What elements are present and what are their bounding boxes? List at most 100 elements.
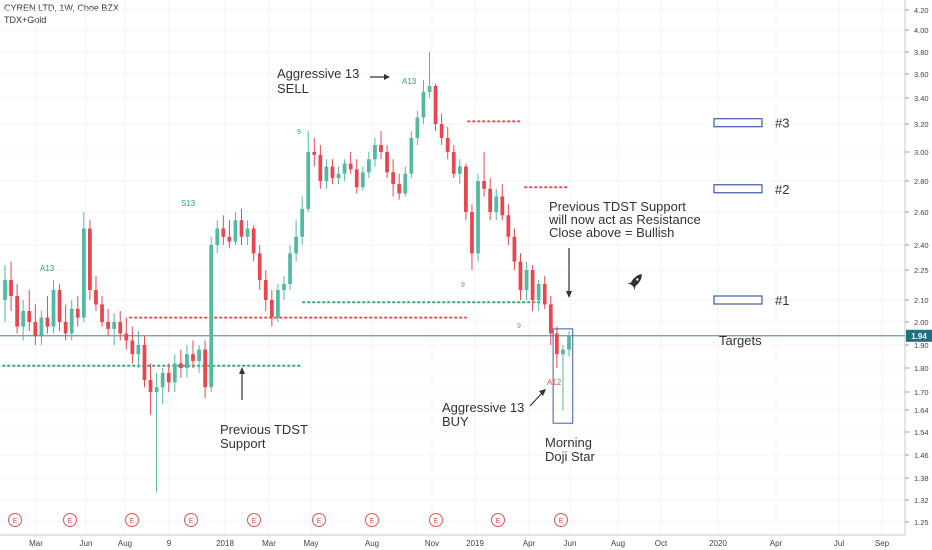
candle-body [112,322,117,329]
y-tick-label: 4.20 [914,6,929,15]
candle-body [397,184,402,194]
candle-body [276,290,280,318]
buy-annotation-line2: BUY [442,414,469,429]
y-tick-label: 1.80 [914,364,929,373]
y-tick-label: 3.40 [914,94,929,103]
candle-body [27,311,32,322]
earnings-icon [429,513,443,527]
y-tick-label: 1.38 [914,474,929,483]
candle-body [415,117,420,138]
x-tick-label: Mar [262,539,276,548]
y-tick-label: 2.60 [914,208,929,217]
earnings-glyph: E [130,518,135,525]
candle-body [427,86,432,92]
resistance-note-line3: Close above = Bullish [549,225,674,240]
candle-body [288,253,292,284]
candle-body [360,172,365,188]
marker-a13-top: A13 [402,77,417,86]
candle-body [366,159,371,173]
candle-body [488,188,493,212]
chart-title: CYREN LTD, 1W, Cboe BZX [4,3,119,13]
candle-body [51,290,56,327]
y-tick-label: 1.32 [914,496,929,505]
candle-body [118,322,123,334]
x-tick-label: Aug [118,539,132,548]
candle-body [536,284,541,300]
x-tick-label: May [303,539,318,548]
candle-body [160,372,165,388]
candle-body [548,304,553,334]
y-tick-label: 1.25 [914,518,929,527]
previous-support-annotation: Previous TDST Support [220,367,308,451]
earnings-glyph: E [559,518,564,525]
candles [3,52,571,493]
earnings-icon [247,513,261,527]
x-tick-label: 2018 [216,539,234,548]
y-tick-label: 1.46 [914,451,929,460]
candle-body [197,349,201,362]
y-tick-label: 1.90 [914,341,929,350]
target-box [713,184,763,194]
earnings-icon [8,513,22,527]
candle-body [45,317,50,327]
candle-body [3,280,7,300]
count-9-a: 9 [297,129,301,136]
candle-body [178,363,183,368]
candle-body [215,228,220,245]
earnings-icon [63,513,77,527]
x-tick-label: 2020 [709,539,727,548]
candle-body [63,322,68,334]
target-label: #3 [775,116,789,131]
candle-body [348,163,353,170]
candle-body [124,333,129,341]
earnings-glyph: E [189,518,194,525]
x-tick-label: Jun [564,539,577,548]
candle-body [561,349,565,355]
target-label: #1 [775,293,789,308]
candle-body [257,253,262,280]
prev-support-line2: Support [220,436,266,451]
y-tick-label: 2.80 [914,177,929,186]
indicator-name: TDX+Gold [4,15,47,25]
candle-body [554,333,559,355]
candle-body [166,372,171,383]
sell-annotation-line1: Aggressive 13 [277,66,359,81]
candle-body [373,145,377,160]
x-tick-label: Jul [834,539,844,548]
candle-body [494,196,499,212]
doji-line1: Morning [545,435,592,450]
rocket-icon [627,274,642,291]
candle-body [451,152,456,174]
x-axis: Mar Jun Aug 9 2018 Mar May Aug Nov 2019 Apr Jun Aug O… [29,539,890,548]
candle-body [506,215,511,237]
y-tick-label: 2.40 [914,241,929,250]
candle-body [203,349,208,388]
earnings-glyph: E [252,518,257,525]
candle-body [439,124,444,138]
x-tick-label: 2019 [466,539,484,548]
candle-body [312,152,317,155]
earnings-icon [554,513,568,527]
candle-body [239,220,244,237]
prev-support-line1: Previous TDST [220,422,308,437]
count-9-c: 9 [517,323,521,330]
x-tick-label: Apr [523,539,536,548]
candle-body [245,228,250,237]
sell-annotation: Aggressive 13 SELL [277,66,390,96]
candle-body [354,169,359,188]
earnings-glyph: E [370,518,375,525]
earnings-icon [491,513,505,527]
candle-body [9,280,13,296]
candle-body [300,208,305,237]
earnings-icon [184,513,198,527]
candle-body [233,220,238,242]
candle-body [191,354,195,362]
candle-body [130,340,135,355]
doji-annotation: Morning Doji Star [545,435,596,464]
candle-body [482,181,486,189]
y-tick-label: 2.25 [914,266,929,275]
candle-body [512,236,517,262]
marker-s13: S13 [181,199,196,208]
